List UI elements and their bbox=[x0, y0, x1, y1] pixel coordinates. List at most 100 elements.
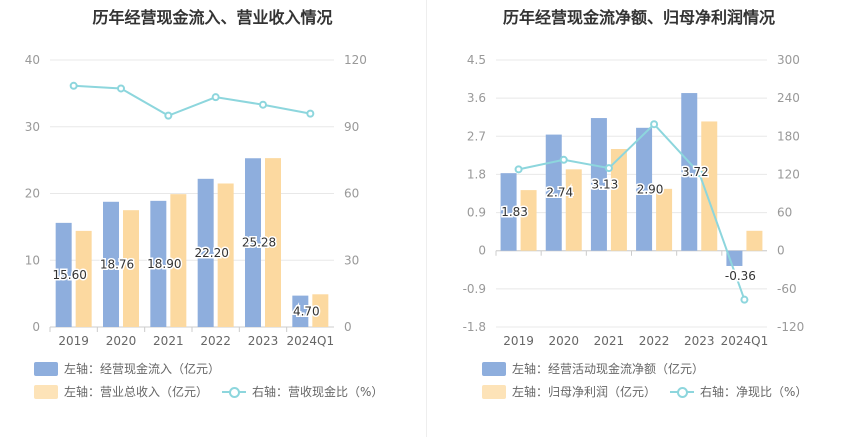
legend-label: 左轴：归母净利润（亿元） bbox=[512, 385, 657, 399]
data-label: 3.72 bbox=[682, 165, 709, 179]
data-label: 18.76 bbox=[100, 257, 134, 271]
y-right-tick-label: 240 bbox=[777, 91, 800, 105]
y-right-tick-label: 0 bbox=[344, 320, 352, 334]
legend-row-1: 左轴：经营现金流入（亿元） bbox=[34, 360, 234, 377]
legend-label: 左轴：经营活动现金流净额（亿元） bbox=[512, 362, 705, 376]
legend-item-cash-inflow[interactable]: 左轴：经营现金流入（亿元） bbox=[34, 360, 220, 377]
legend-line-marker bbox=[670, 385, 695, 399]
bar-5 bbox=[292, 295, 309, 327]
line-point-5 bbox=[306, 109, 315, 118]
legend-label: 左轴：经营现金流入（亿元） bbox=[64, 362, 221, 376]
legend-swatch bbox=[34, 361, 58, 376]
bar-secondary-4 bbox=[265, 158, 281, 327]
y-left-tick-label: 1.8 bbox=[467, 167, 486, 181]
bar-0 bbox=[500, 173, 517, 251]
legend-label: 右轴：净现比（%） bbox=[700, 385, 808, 399]
panel-divider bbox=[426, 0, 427, 437]
chart-plot-cashflow-revenue: 0 0 10 30 20 60 30 90 40 120 2019 2020 2021 2022 2023 2… bbox=[25, 53, 367, 348]
x-tick-label: 2020 bbox=[548, 334, 579, 348]
line-point-4 bbox=[259, 100, 267, 109]
legend-label: 右轴：营收现金比（%） bbox=[252, 385, 384, 399]
line-series bbox=[73, 84, 311, 117]
x-tick-label: 2019 bbox=[503, 334, 534, 348]
data-label: 1.83 bbox=[501, 205, 528, 219]
y-left-tick-label: 30 bbox=[25, 120, 40, 134]
x-tick-label: 2021 bbox=[153, 334, 184, 348]
y-right-tick-label: 90 bbox=[344, 120, 359, 134]
bar-1 bbox=[103, 201, 119, 327]
legend-item-net-cash-ratio[interactable]: 右轴：净现比（%） bbox=[670, 383, 807, 400]
line-series bbox=[518, 122, 746, 301]
chart-panel-cashflow-revenue: 历年经营现金流入、营业收入情况 0 0 10 30 20 60 30 90 40 120 2019 2… bbox=[25, 8, 397, 400]
data-label: 3.13 bbox=[592, 177, 619, 191]
bar-secondary-1 bbox=[565, 169, 582, 251]
legend-item-net-profit[interactable]: 左轴：归母净利润（亿元） bbox=[482, 383, 656, 400]
line-point-2 bbox=[604, 164, 613, 173]
y-left-tick-label: 20 bbox=[25, 187, 40, 201]
bar-3 bbox=[636, 127, 653, 251]
legend-row-1: 左轴：经营活动现金流净额（亿元） bbox=[482, 360, 718, 377]
x-tick-label: 2024Q1 bbox=[287, 334, 335, 348]
line-point-4 bbox=[695, 169, 704, 178]
legend-item-net-cashflow[interactable]: 左轴：经营活动现金流净额（亿元） bbox=[482, 360, 704, 377]
data-label: 4.70 bbox=[293, 304, 320, 318]
bar-3 bbox=[197, 178, 214, 327]
bar-2 bbox=[150, 200, 167, 327]
data-label: -0.36 bbox=[725, 269, 756, 283]
y-left-tick-label: 0 bbox=[478, 244, 486, 258]
chart-title: 历年经营现金流净额、归母净利润情况 bbox=[502, 8, 775, 27]
line-point-0 bbox=[69, 81, 78, 90]
x-tick-label: 2023 bbox=[684, 334, 715, 348]
y-right-tick-label: -120 bbox=[777, 320, 804, 334]
line-point-3 bbox=[211, 93, 220, 102]
legend-item-cash-ratio[interactable]: 右轴：营收现金比（%） bbox=[222, 383, 383, 400]
data-label: 15.60 bbox=[52, 268, 86, 282]
bar-2 bbox=[590, 118, 607, 251]
bar-4 bbox=[681, 93, 698, 251]
bar-0 bbox=[55, 222, 72, 327]
y-right-tick-label: 180 bbox=[777, 129, 800, 143]
data-label: 18.90 bbox=[147, 257, 181, 271]
y-left-tick-label: 2.7 bbox=[467, 129, 486, 143]
data-label: 2.74 bbox=[546, 186, 573, 200]
x-tick-label: 2020 bbox=[106, 334, 137, 348]
y-left-tick-label: 0 bbox=[32, 320, 40, 334]
y-right-tick-label: 60 bbox=[777, 206, 792, 220]
line-point-1 bbox=[559, 155, 568, 164]
bar-secondary-3 bbox=[656, 188, 673, 251]
y-left-tick-label: 0.9 bbox=[467, 206, 486, 220]
bar-secondary-2 bbox=[610, 149, 627, 251]
legend-row-2: 左轴：营业总收入（亿元） 右轴：营收现金比（%） bbox=[34, 383, 397, 400]
bar-secondary-0 bbox=[520, 190, 537, 251]
x-tick-label: 2021 bbox=[594, 334, 625, 348]
y-right-tick-label: 120 bbox=[777, 167, 800, 181]
y-left-tick-label: 3.6 bbox=[467, 91, 486, 105]
y-left-tick-label: 10 bbox=[25, 253, 40, 267]
y-right-tick-label: 300 bbox=[777, 53, 800, 67]
data-label: 25.28 bbox=[242, 236, 276, 250]
y-left-tick-label: 4.5 bbox=[467, 53, 486, 67]
legend-swatch bbox=[482, 361, 506, 376]
chart-title: 历年经营现金流入、营业收入情况 bbox=[92, 8, 333, 27]
line-point-2 bbox=[164, 111, 173, 120]
y-left-tick-label: 40 bbox=[25, 53, 40, 67]
legend-line-marker bbox=[222, 385, 247, 399]
y-left-tick-label: -1.8 bbox=[463, 320, 486, 334]
y-left-tick-label: -0.9 bbox=[463, 282, 486, 296]
chart-plot-net-cashflow-profit: -1.8 -120 -0.9 -60 0 0 0.9 60 1.8 120 2.7 180 3.6 240… bbox=[463, 53, 805, 348]
bar-secondary-5 bbox=[746, 230, 763, 251]
y-right-tick-label: 0 bbox=[777, 244, 785, 258]
y-right-tick-label: 60 bbox=[344, 187, 359, 201]
legend-item-revenue[interactable]: 左轴：营业总收入（亿元） bbox=[34, 383, 208, 400]
line-point-1 bbox=[117, 84, 125, 93]
y-right-tick-label: 30 bbox=[344, 253, 359, 267]
line-point-5 bbox=[740, 295, 749, 304]
bar-secondary-2 bbox=[170, 194, 187, 327]
y-right-tick-label: 120 bbox=[344, 53, 367, 67]
legend-row-2: 左轴：归母净利润（亿元） 右轴：净现比（%） bbox=[482, 383, 821, 400]
bar-secondary-0 bbox=[75, 230, 92, 327]
bar-secondary-5 bbox=[312, 294, 329, 327]
x-tick-label: 2024Q1 bbox=[721, 334, 769, 348]
x-tick-label: 2023 bbox=[248, 334, 279, 348]
y-right-tick-label: -60 bbox=[777, 282, 797, 296]
